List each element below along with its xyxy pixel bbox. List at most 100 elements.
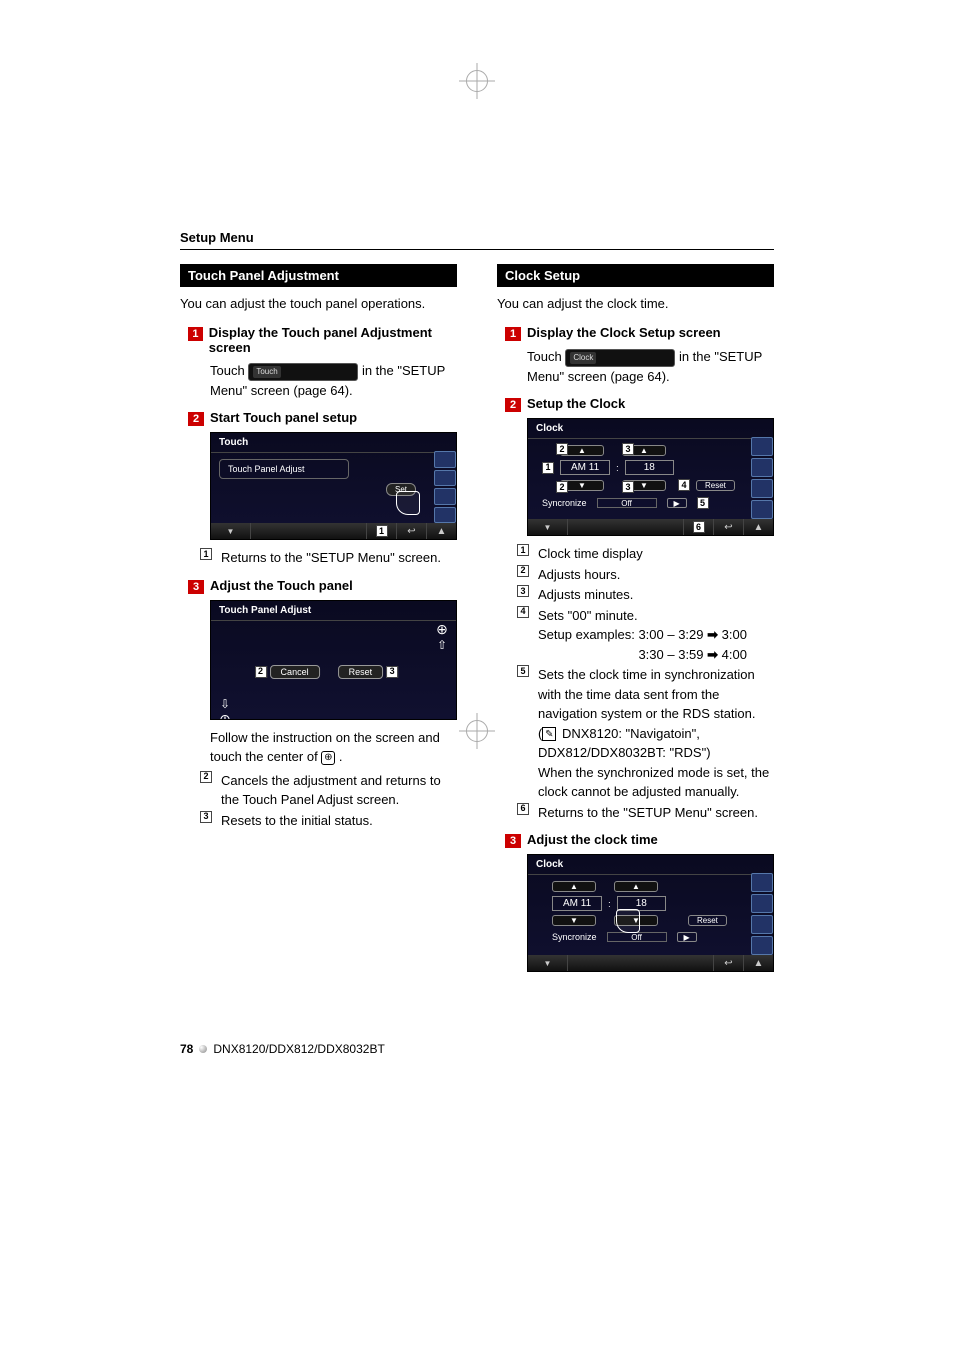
- setup-menu-header: Setup Menu: [180, 230, 774, 250]
- callout-num: 6: [517, 803, 529, 815]
- callout-num: 3: [386, 666, 398, 678]
- target-icon: ⊕⇧: [434, 621, 450, 637]
- callout-num: 3: [622, 443, 634, 455]
- note-text: Adjusts hours.: [538, 565, 774, 585]
- callout-num: 5: [697, 497, 709, 509]
- page-footer: 78 DNX8120/DDX812/DDX8032BT: [180, 1042, 774, 1056]
- mock-title: Touch Panel Adjust: [211, 601, 456, 621]
- target-icon: ⇩⊕: [217, 697, 233, 713]
- colon: :: [616, 463, 619, 473]
- pencil-icon: ✎: [542, 727, 556, 741]
- text: .: [339, 749, 343, 764]
- arrow-icon: ➡: [707, 627, 718, 642]
- target-inline-icon: ⊕: [321, 751, 335, 765]
- finger-icon: [616, 909, 640, 933]
- step-title: Start Touch panel setup: [210, 410, 357, 425]
- note-text: Returns to the "SETUP Menu" screen.: [221, 548, 457, 568]
- reset-button[interactable]: Reset: [696, 480, 735, 491]
- callout-num: 4: [517, 606, 529, 618]
- step-num: 3: [188, 580, 204, 594]
- callout-num: 4: [678, 479, 690, 491]
- reset-button[interactable]: Reset: [338, 665, 384, 679]
- mock-title: Clock: [528, 419, 773, 439]
- step-num: 1: [505, 327, 521, 341]
- bullet-icon: [199, 1045, 207, 1053]
- text: DNX8120: "Navigatoin", DDX812/DDX8032BT:…: [538, 726, 711, 761]
- min-display: 18: [625, 460, 674, 475]
- sync-label: Syncronize: [552, 932, 597, 942]
- step-title: Adjust the clock time: [527, 832, 658, 847]
- mock-bottom-left: ▼: [528, 519, 568, 535]
- mock-up-icon: ▲: [426, 523, 456, 539]
- note-text: Cancels the adjustment and returns to th…: [221, 771, 457, 810]
- callout-num: 3: [622, 481, 634, 493]
- callout-num: 2: [255, 666, 267, 678]
- example-text: 4:00: [718, 647, 747, 662]
- cancel-button[interactable]: Cancel: [270, 665, 320, 679]
- note-text: Returns to the "SETUP Menu" screen.: [538, 803, 774, 823]
- mock-return-icon: ↩: [396, 523, 426, 539]
- note-text: Sets "00" minute.: [538, 608, 638, 623]
- right-column: Clock Setup You can adjust the clock tim…: [497, 264, 774, 982]
- callout-1: 1: [376, 525, 388, 537]
- hour-display: AM 11: [552, 896, 602, 911]
- touch-chip: Clock: [565, 349, 675, 367]
- model-list: DNX8120/DDX812/DDX8032BT: [213, 1042, 384, 1056]
- example-text: 3:00: [718, 627, 747, 642]
- chip-label: Clock: [570, 352, 596, 364]
- callout-num: 5: [517, 665, 529, 677]
- page-number: 78: [180, 1042, 193, 1056]
- reset-button[interactable]: Reset: [688, 915, 727, 926]
- callout-num: 2: [517, 565, 529, 577]
- mock-title: Clock: [528, 855, 773, 875]
- mock-up-icon: ▲: [743, 955, 773, 971]
- note-text: Clock time display: [538, 544, 774, 564]
- mock-side-icons: [751, 873, 773, 955]
- mock-sub: Touch Panel Adjust: [219, 459, 349, 479]
- mock-title: Touch: [211, 433, 456, 453]
- example-text: 3:30 – 3:59: [638, 647, 707, 662]
- mock-touch-screen: Touch Touch Panel Adjust Set ▼ 1 ↩: [210, 432, 457, 540]
- registration-mark-top: [466, 70, 488, 92]
- mock-bottom-left: ▼: [211, 523, 251, 539]
- left-intro: You can adjust the touch panel operation…: [180, 295, 457, 313]
- sync-next-button[interactable]: ▶: [667, 498, 687, 508]
- callout-num: 1: [200, 548, 212, 560]
- section-title-clock: Clock Setup: [497, 264, 774, 287]
- mock-return-icon: ↩: [713, 955, 743, 971]
- mock-bottom-left: ▼: [528, 955, 568, 971]
- arrow-icon: ➡: [707, 647, 718, 662]
- text: Touch: [527, 349, 565, 364]
- sync-label: Syncronize: [542, 498, 587, 508]
- step-num: 2: [505, 398, 521, 412]
- hour-up-button[interactable]: ▲: [552, 881, 596, 892]
- note-text: Sets the clock time in synchronization w…: [538, 667, 756, 721]
- callout-num: 6: [693, 521, 705, 533]
- mock-side-icons: [751, 437, 773, 519]
- step-num: 1: [188, 327, 203, 341]
- section-title-touch: Touch Panel Adjustment: [180, 264, 457, 287]
- callout-num: 2: [556, 481, 568, 493]
- finger-icon: [396, 491, 420, 515]
- sync-value: Off: [597, 498, 657, 508]
- callout-num: 2: [556, 443, 568, 455]
- touch-chip: Touch: [248, 363, 358, 381]
- sync-value: Off: [607, 932, 667, 942]
- mock-clock-screen: Clock ▲ 2 ▲ 3 1 AM 11: [527, 418, 774, 536]
- callout-num: 3: [200, 811, 212, 823]
- text: Touch: [210, 363, 248, 378]
- mock-up-icon: ▲: [743, 519, 773, 535]
- mock-return-icon: ↩: [713, 519, 743, 535]
- note-text: When the synchronized mode is set, the c…: [538, 765, 769, 800]
- left-column: Touch Panel Adjustment You can adjust th…: [180, 264, 457, 982]
- min-up-button[interactable]: ▲: [614, 881, 658, 892]
- hour-down-button[interactable]: ▼: [552, 915, 596, 926]
- mock-adjust-screen: Touch Panel Adjust ⊕⇧ ⇩⊕ 2Cancel Reset3: [210, 600, 457, 720]
- sync-next-button[interactable]: ▶: [677, 932, 697, 942]
- callout-num: 1: [517, 544, 529, 556]
- note-text: Adjusts minutes.: [538, 585, 774, 605]
- mock-side-icons: [434, 451, 456, 523]
- step-num: 3: [505, 834, 521, 848]
- example-text: Setup examples: 3:00 – 3:29: [538, 627, 707, 642]
- step-num: 2: [188, 412, 204, 426]
